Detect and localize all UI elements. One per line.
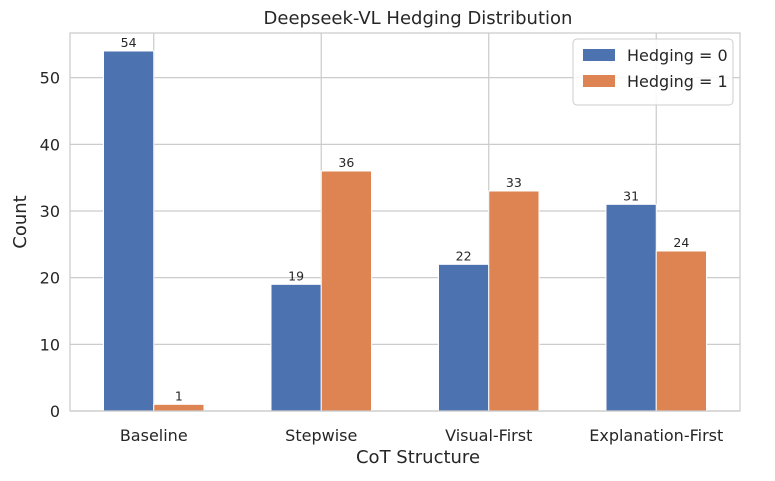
y-tick-label: 0 <box>50 402 60 421</box>
bar-value-label: 19 <box>288 268 304 283</box>
bar <box>270 283 322 412</box>
bar-labels-layer: 54 19 22 31 1 36 33 24 <box>121 35 690 403</box>
legend: Hedging = 0 Hedging = 1 <box>572 38 734 106</box>
bar-value-label: 54 <box>121 35 137 50</box>
x-tick-label: Visual-First <box>445 426 532 445</box>
bar-value-label: 22 <box>456 248 472 263</box>
y-tick-label: 20 <box>40 269 60 288</box>
legend-swatch <box>583 49 615 61</box>
legend-label: Hedging = 1 <box>627 72 728 91</box>
bar <box>605 203 657 412</box>
bar <box>488 190 540 412</box>
bar <box>438 263 490 412</box>
x-tick-labels: Baseline Stepwise Visual-First Explanation-… <box>120 426 723 445</box>
bar-value-label: 24 <box>673 235 689 250</box>
bar <box>320 170 372 412</box>
legend-swatch <box>583 75 615 87</box>
bar <box>103 50 155 412</box>
bar <box>153 403 205 412</box>
y-axis-label: Count <box>10 195 31 248</box>
y-tick-label: 50 <box>40 69 60 88</box>
bar <box>655 250 707 412</box>
plot-frame <box>69 32 741 412</box>
bar-value-label: 36 <box>338 155 354 170</box>
legend-label: Hedging = 0 <box>627 46 728 65</box>
x-tick-label: Baseline <box>120 426 188 445</box>
y-tick-label: 30 <box>40 202 60 221</box>
y-tick-labels: 0 10 20 30 40 50 <box>40 69 60 421</box>
x-tick-label: Stepwise <box>285 426 357 445</box>
bar-value-label: 1 <box>175 388 183 403</box>
chart-title: Deepseek-VL Hedging Distribution <box>264 8 573 29</box>
bar-value-label: 31 <box>623 188 639 203</box>
x-axis-label: CoT Structure <box>356 447 480 468</box>
bar-value-label: 33 <box>506 175 522 190</box>
y-tick-label: 40 <box>40 135 60 154</box>
x-tick-label: Explanation-First <box>589 426 723 445</box>
y-tick-label: 10 <box>40 335 60 354</box>
